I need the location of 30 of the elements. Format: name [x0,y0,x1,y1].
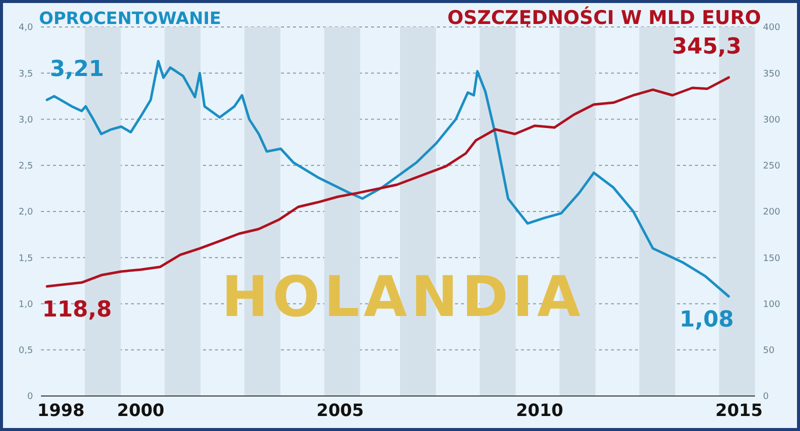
y-tick-label: 2,5 [18,162,33,172]
y2-tick-label: 0 [763,392,769,402]
y2-tick-label: 50 [763,346,775,356]
y2-axis-title: OSZCZĘDNOŚCI W MLD EURO [447,7,761,29]
annotation: HOLANDIA [221,265,585,330]
data-label: 1,08 [680,307,734,332]
y2-tick-label: 300 [763,115,780,126]
y2-tick-label: 350 [763,69,780,80]
data-label: 345,3 [672,34,742,60]
y-tick-label: 3,5 [18,69,33,80]
y-tick-label: 0 [27,392,34,402]
x-tick-label: 2010 [516,401,564,422]
x-tick-label: 2015 [715,401,763,422]
x-tick-label: 1998 [37,401,85,422]
y2-tick-label: 150 [763,254,780,264]
y2-tick-label: 400 [763,23,780,34]
y2-tick-label: 200 [763,208,780,218]
x-tick-label: 2000 [117,401,165,422]
y-tick-label: 1,5 [18,254,33,264]
data-label: 118,8 [42,297,112,322]
y2-tick-label: 250 [763,162,780,172]
y2-tick-label: 100 [763,300,780,310]
data-label: 3,21 [50,56,104,82]
y-tick-label: 4,0 [18,23,34,34]
y-axis-title: OPROCENTOWANIE [39,9,222,29]
y-tick-label: 2,0 [18,208,34,218]
y-tick-label: 0,5 [18,346,33,356]
y-tick-label: 3,0 [18,115,34,126]
x-tick-label: 2005 [316,401,364,422]
y-tick-label: 1,0 [18,300,34,310]
